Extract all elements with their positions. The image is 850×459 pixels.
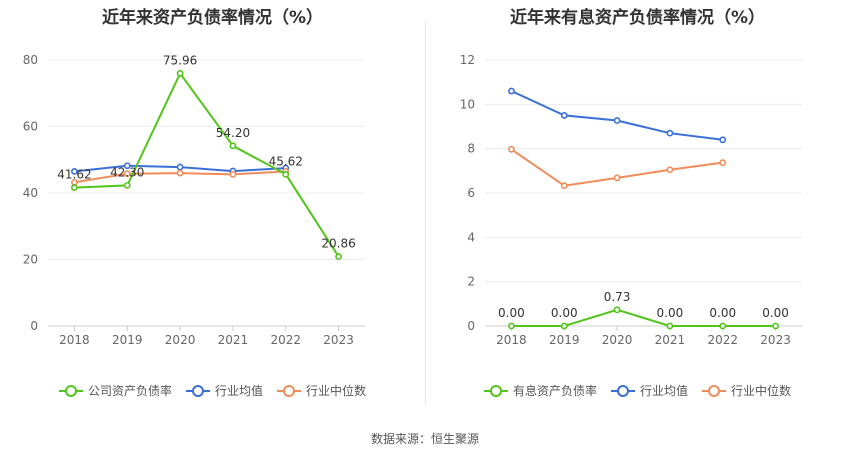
legend-item[interactable]: 行业均值 xyxy=(610,382,688,399)
x-tick-label: 2021 xyxy=(218,333,249,347)
x-tick-label: 2019 xyxy=(112,333,143,347)
data-label: 20.86 xyxy=(321,237,355,251)
legend-swatch-icon xyxy=(277,384,301,397)
chart-panel-interest-debt-ratio: 近年来有息资产负债率情况（%） 0 2 4 6 8 10 12 2018 2019 2020 202… xyxy=(425,0,850,420)
data-point xyxy=(666,166,674,174)
data-label: 0.00 xyxy=(551,306,578,320)
y-tick-label: 20 xyxy=(23,253,38,267)
data-point xyxy=(176,169,184,177)
x-tick-label: 2021 xyxy=(655,333,686,347)
x-tick-label: 2020 xyxy=(602,333,633,347)
data-point xyxy=(229,170,237,178)
data-point xyxy=(719,322,727,330)
data-point xyxy=(123,181,131,189)
y-tick-label: 80 xyxy=(23,53,38,67)
data-point xyxy=(772,322,779,330)
y-tick-label: 6 xyxy=(467,186,475,200)
data-label: 0.00 xyxy=(498,306,525,320)
y-tick-label: 2 xyxy=(467,275,475,289)
data-point xyxy=(71,167,78,175)
legend-swatch-icon xyxy=(610,384,635,397)
x-tick-label: 2020 xyxy=(165,333,196,347)
legend-swatch-icon xyxy=(483,384,508,397)
x-tick-label: 2018 xyxy=(496,333,527,347)
y-tick-label: 8 xyxy=(467,142,475,156)
y-tick-label: 12 xyxy=(460,53,475,67)
data-label: 42.30 xyxy=(110,165,144,179)
legend-label: 公司资产负债率 xyxy=(87,384,172,398)
panel-divider xyxy=(425,20,426,405)
y-tick-label: 0 xyxy=(467,319,475,333)
legend-item[interactable]: 公司资产负债率 xyxy=(58,382,172,399)
series-line xyxy=(510,90,723,141)
legend-swatch-icon xyxy=(58,384,83,397)
chart-legend: 有息资产负债率 行业均值 行业中位数 xyxy=(425,382,850,399)
data-label: 54.20 xyxy=(216,126,250,140)
data-point xyxy=(666,129,674,137)
data-point xyxy=(613,117,621,124)
chart-svg: 0 20 40 60 80 2018 2019 2020 2021 2022 2023 41.62 42… xyxy=(23,53,365,347)
series-line xyxy=(74,71,340,258)
data-point xyxy=(613,306,621,314)
data-point xyxy=(719,159,727,167)
data-point xyxy=(719,136,727,144)
data-point xyxy=(176,163,184,171)
data-source-note: 数据来源：恒生聚源 xyxy=(370,432,479,446)
data-label: 0.00 xyxy=(762,306,789,320)
chart-title: 近年来有息资产负债率情况（%） xyxy=(509,8,766,28)
legend-item[interactable]: 行业中位数 xyxy=(277,382,366,399)
data-point xyxy=(560,182,568,190)
data-point xyxy=(282,170,290,178)
data-label: 0.00 xyxy=(657,306,684,320)
data-point xyxy=(176,70,184,77)
chart-title: 近年来资产负债率情况（%） xyxy=(101,8,324,28)
chart-legend: 公司资产负债率 行业均值 行业中位数 xyxy=(0,382,425,399)
data-point xyxy=(508,322,515,330)
data-point xyxy=(123,170,131,178)
legend-item[interactable]: 行业中位数 xyxy=(702,382,791,399)
data-point xyxy=(613,174,621,182)
x-tick-label: 2019 xyxy=(549,333,580,347)
y-tick-label: 4 xyxy=(467,230,475,244)
legend-label: 有息资产负债率 xyxy=(512,384,597,398)
legend-label: 行业中位数 xyxy=(731,384,792,398)
legend-label: 行业均值 xyxy=(639,384,688,398)
data-label: 0.73 xyxy=(604,290,631,304)
data-point xyxy=(508,87,515,95)
data-label: 41.62 xyxy=(57,168,91,182)
legend-label: 行业均值 xyxy=(214,384,263,398)
data-label: 45.62 xyxy=(269,154,303,168)
chart-svg: 0 2 4 6 8 10 12 2018 2019 2020 2021 2022 2023 0.00 0.0… xyxy=(460,53,802,347)
data-point xyxy=(560,322,568,330)
y-tick-label: 10 xyxy=(460,97,475,111)
y-tick-label: 40 xyxy=(23,186,38,200)
y-tick-label: 60 xyxy=(23,120,38,134)
x-tick-label: 2018 xyxy=(59,333,90,347)
legend-label: 行业中位数 xyxy=(306,384,367,398)
x-tick-label: 2023 xyxy=(323,333,354,347)
legend-item[interactable]: 行业均值 xyxy=(185,382,263,399)
data-label: 0.00 xyxy=(709,306,736,320)
legend-swatch-icon xyxy=(185,384,210,397)
data-point xyxy=(123,162,131,170)
x-tick-label: 2022 xyxy=(270,333,301,347)
data-point xyxy=(508,145,515,153)
x-tick-label: 2023 xyxy=(760,333,791,347)
data-point xyxy=(560,112,568,119)
legend-swatch-icon xyxy=(702,384,726,397)
data-label: 75.96 xyxy=(163,53,197,67)
legend-item[interactable]: 有息资产负债率 xyxy=(483,382,597,399)
series-line xyxy=(511,308,776,327)
chart-panel-debt-ratio: 近年来资产负债率情况（%） 0 20 40 60 80 2018 2019 2020 2021 2… xyxy=(0,0,425,420)
data-point xyxy=(666,322,674,330)
data-point xyxy=(71,184,78,192)
data-point xyxy=(335,253,342,261)
x-tick-label: 2022 xyxy=(707,333,738,347)
y-tick-label: 0 xyxy=(30,319,38,333)
data-point xyxy=(229,142,237,150)
